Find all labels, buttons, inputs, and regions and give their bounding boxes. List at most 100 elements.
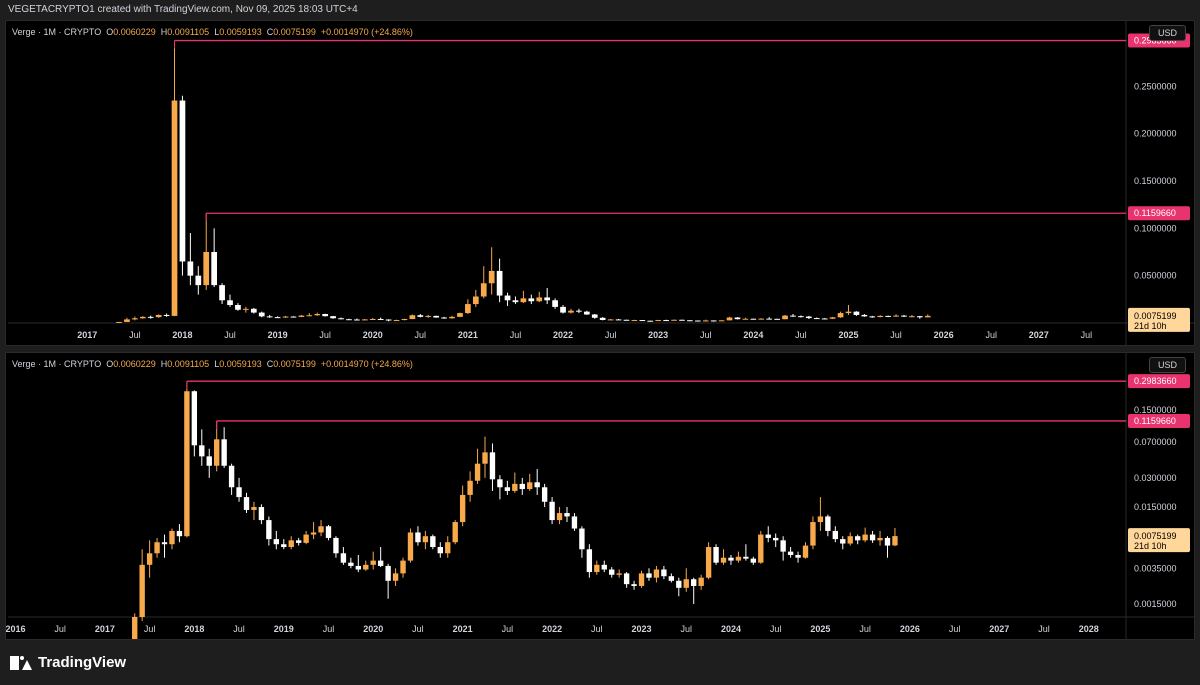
candle[interactable] <box>132 316 138 321</box>
candle[interactable] <box>306 313 313 317</box>
candle[interactable] <box>346 318 352 321</box>
candle[interactable] <box>512 472 518 493</box>
candle[interactable] <box>702 319 709 322</box>
candle[interactable] <box>647 320 654 322</box>
candle[interactable] <box>206 448 212 478</box>
candle[interactable] <box>330 315 336 319</box>
candle[interactable] <box>790 314 796 317</box>
candle[interactable] <box>266 314 273 318</box>
candle[interactable] <box>480 266 487 299</box>
candle[interactable] <box>338 317 344 320</box>
candle[interactable] <box>795 551 801 563</box>
candle[interactable] <box>758 530 764 564</box>
candle[interactable] <box>433 315 440 318</box>
candle[interactable] <box>437 542 443 558</box>
candle[interactable] <box>361 319 368 321</box>
candle[interactable] <box>325 524 332 541</box>
candle[interactable] <box>482 436 488 478</box>
candle[interactable] <box>132 613 138 639</box>
candle[interactable] <box>802 542 809 559</box>
candle[interactable] <box>441 316 447 319</box>
candle[interactable] <box>924 314 931 318</box>
candle[interactable] <box>154 537 160 558</box>
candle[interactable] <box>671 319 677 321</box>
candle[interactable] <box>512 296 519 305</box>
candle[interactable] <box>631 580 637 590</box>
candle[interactable] <box>556 507 563 525</box>
candle[interactable] <box>869 530 876 543</box>
candle[interactable] <box>251 501 257 521</box>
candle[interactable] <box>877 530 883 546</box>
chart-canvas-linear[interactable]: 0.2500000 0.2000000 0.1500000 0.1000000 0.05… <box>6 21 1194 345</box>
candle[interactable] <box>377 317 384 321</box>
candle[interactable] <box>467 471 473 502</box>
candle[interactable] <box>655 319 662 322</box>
candle[interactable] <box>139 549 145 622</box>
candle[interactable] <box>322 313 329 317</box>
candle[interactable] <box>528 294 535 305</box>
candle[interactable] <box>720 549 727 565</box>
candle[interactable] <box>340 547 347 565</box>
candle[interactable] <box>290 316 297 318</box>
candle[interactable] <box>124 317 130 323</box>
candle[interactable] <box>583 310 590 315</box>
candle[interactable] <box>639 319 646 322</box>
candle[interactable] <box>854 534 861 545</box>
chart-panel-linear[interactable]: 0.2500000 0.2000000 0.1500000 0.1000000 0.05… <box>5 20 1195 346</box>
chart-canvas-log[interactable]: 0.30000000.15000000.07000000.03000000.01… <box>6 353 1194 639</box>
candle[interactable] <box>623 572 630 588</box>
candle[interactable] <box>147 315 154 319</box>
candle[interactable] <box>407 528 414 563</box>
candle[interactable] <box>393 319 400 322</box>
candle[interactable] <box>236 477 242 502</box>
candle[interactable] <box>274 316 281 319</box>
candle[interactable] <box>258 504 265 525</box>
candle[interactable] <box>766 317 773 320</box>
candle[interactable] <box>829 316 836 319</box>
candle[interactable] <box>774 318 780 320</box>
candle[interactable] <box>683 568 689 592</box>
candle[interactable] <box>385 319 392 322</box>
candle[interactable] <box>295 537 302 546</box>
candle[interactable] <box>885 315 891 318</box>
candle[interactable] <box>519 477 525 495</box>
candle[interactable] <box>348 557 354 569</box>
candle[interactable] <box>798 315 804 318</box>
candle[interactable] <box>527 473 533 491</box>
candle[interactable] <box>179 95 186 276</box>
candle[interactable] <box>893 314 899 317</box>
candle[interactable] <box>750 318 757 320</box>
candle[interactable] <box>161 534 168 558</box>
candle[interactable] <box>817 497 824 531</box>
candle[interactable] <box>813 317 820 320</box>
candle[interactable] <box>534 469 540 495</box>
candle[interactable] <box>184 381 190 538</box>
candle[interactable] <box>497 475 503 500</box>
candle[interactable] <box>496 258 503 303</box>
candle[interactable] <box>474 448 481 484</box>
tradingview-logo[interactable]: TradingView <box>10 654 126 671</box>
candle[interactable] <box>710 320 717 322</box>
candle[interactable] <box>591 314 598 319</box>
candle[interactable] <box>607 319 614 321</box>
candle[interactable] <box>355 554 361 573</box>
candle[interactable] <box>549 497 555 525</box>
candle[interactable] <box>713 544 719 565</box>
chart-panel-log[interactable]: 0.30000000.15000000.07000000.03000000.01… <box>5 352 1195 640</box>
candle[interactable] <box>228 463 235 495</box>
candle[interactable] <box>266 516 272 546</box>
candle[interactable] <box>616 569 622 578</box>
candle[interactable] <box>758 318 765 320</box>
candle[interactable] <box>163 313 170 317</box>
candle[interactable] <box>401 318 408 321</box>
candle[interactable] <box>694 320 701 322</box>
candle[interactable] <box>668 573 675 583</box>
candle[interactable] <box>472 289 479 307</box>
candle[interactable] <box>214 420 220 472</box>
candle[interactable] <box>679 319 685 321</box>
candle[interactable] <box>742 317 749 320</box>
candle[interactable] <box>354 318 360 321</box>
candle[interactable] <box>576 308 582 314</box>
candle[interactable] <box>568 308 574 314</box>
candle[interactable] <box>504 292 511 306</box>
